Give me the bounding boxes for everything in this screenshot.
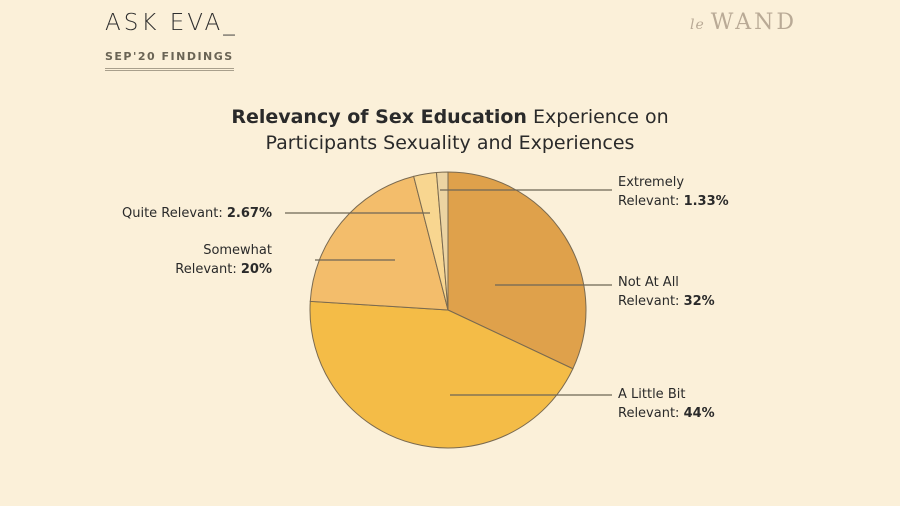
data-label: 32% <box>683 294 715 309</box>
logo-prefix: le <box>690 17 705 33</box>
pie-slice-not-at-all-relevant <box>447 171 587 370</box>
label-line1: Somewhat <box>203 243 272 258</box>
title-rest: Experience on <box>526 106 669 128</box>
lewand-logo: le WAND <box>690 10 797 35</box>
label-extremely: Extremely Relevant: 1.33% <box>618 173 729 211</box>
title-bold: Relevancy of Sex Education <box>231 106 527 128</box>
label-quite: Quite Relevant: 2.67% <box>122 204 272 223</box>
report-subtitle: SEP'20 FINDINGS <box>105 50 234 71</box>
pie-slice-somewhat-relevant <box>309 175 449 311</box>
label-line1: Extremely <box>618 175 685 190</box>
label-line2: Relevant: <box>618 294 684 309</box>
logo-main: WAND <box>710 10 798 35</box>
pie-slice-a-little-bit-relevant <box>309 300 574 449</box>
label-not-at-all: Not At All Relevant: 32% <box>618 273 715 311</box>
data-label: 2.67% <box>226 206 272 221</box>
data-label: 20% <box>240 262 272 277</box>
pie-slice-extremely-relevant <box>435 171 449 311</box>
data-label: 44% <box>683 406 715 421</box>
label-line1: A Little Bit <box>618 387 686 402</box>
chart-title: Relevancy of Sex Education Experience on… <box>0 104 900 156</box>
label-line2: Relevant: <box>618 406 684 421</box>
label-line2: Relevant: <box>618 194 684 209</box>
brand-title: ASK EVA_ <box>105 10 238 36</box>
label-line1: Quite Relevant: <box>122 206 227 221</box>
label-line2: Relevant: <box>175 262 241 277</box>
label-line1: Not At All <box>618 275 679 290</box>
label-a-little-bit: A Little Bit Relevant: 44% <box>618 385 715 423</box>
title-line2: Participants Sexuality and Experiences <box>265 132 635 154</box>
data-label: 1.33% <box>683 194 729 209</box>
label-somewhat: Somewhat Relevant: 20% <box>175 241 272 279</box>
